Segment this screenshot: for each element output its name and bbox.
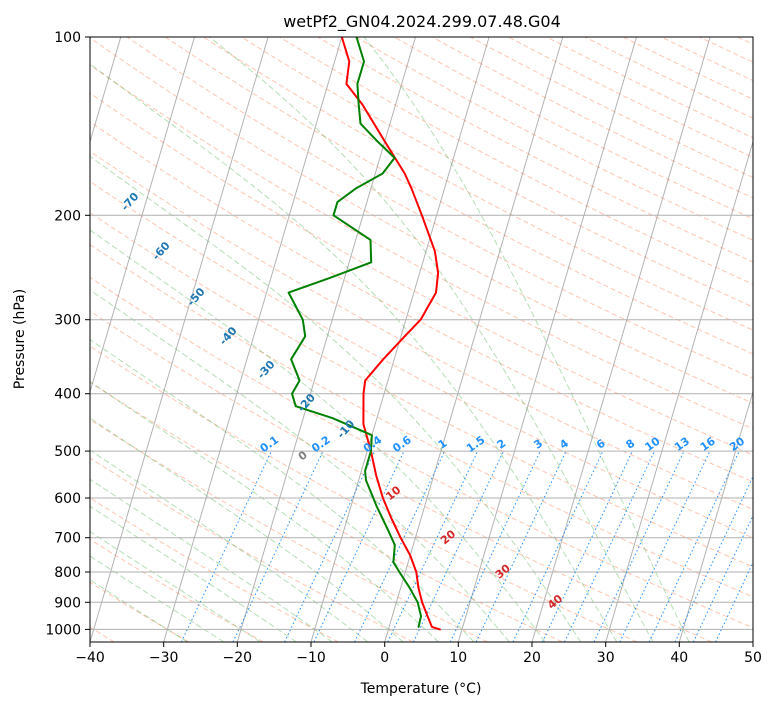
x-tick-label: 50 [744, 650, 762, 666]
dry-adiabat-line [90, 310, 712, 642]
moist-adiabat-line [90, 63, 618, 642]
dry-adiabat-line [90, 180, 753, 539]
dry-adiabat-line [90, 37, 753, 404]
isotherm-line [310, 37, 490, 642]
dry-adiabat-line [355, 37, 753, 241]
dry-adiabat-line [90, 457, 414, 642]
isobar-grid [90, 37, 753, 642]
moist-adiabat-line [90, 338, 475, 642]
dry-adiabat-line [90, 243, 753, 598]
x-tick-label: −40 [75, 650, 105, 666]
y-axis-label: Pressure (hPa) [12, 289, 28, 389]
moist-adiabat-line [90, 289, 510, 642]
dry-adiabat-line [90, 64, 753, 430]
dry-adiabat-line [90, 92, 753, 456]
isotherm-line [531, 37, 711, 642]
moist-adiabat-line [90, 229, 546, 642]
y-tick-label: 900 [54, 595, 81, 611]
dry-adiabat-line [508, 37, 753, 158]
isotherm-line [605, 139, 753, 642]
x-tick-label: 20 [523, 650, 541, 666]
y-tick-label: 100 [54, 30, 81, 46]
moist-adiabat-line [90, 505, 297, 642]
x-tick-label: −30 [149, 650, 179, 666]
moist-adiabat-line [90, 381, 439, 642]
dewpoint-line [287, 37, 422, 628]
moist-adiabat-line [90, 478, 333, 642]
x-tick-label: −10 [296, 650, 326, 666]
moist-adiabat-line [90, 155, 582, 642]
y-tick-label: 200 [54, 208, 81, 224]
dry-adiabat-line [393, 37, 753, 220]
chart-title: wetPf2_GN04.2024.299.07.48.G04 [283, 12, 561, 32]
axes: −40 −30 −20 −10 0 10 20 30 40 50 100 200 300 400 500 60… [45, 30, 762, 666]
dry-adiabat-line [90, 276, 753, 629]
isotherm-line [384, 37, 564, 642]
dry-adiabat-line [241, 37, 753, 308]
moist-adiabat-line [90, 417, 404, 642]
y-tick-label: 700 [54, 531, 81, 547]
isotherm-line [90, 37, 122, 144]
x-axis-label: Temperature (°C) [360, 681, 482, 697]
dry-adiabat-line [126, 37, 753, 379]
y-tick-label: 1000 [45, 622, 81, 638]
moist-adiabat-line [209, 37, 654, 642]
x-tick-label: 10 [449, 650, 467, 666]
dry-adiabat-line [90, 345, 638, 642]
temperature-line [340, 37, 441, 631]
y-tick-label: 600 [54, 491, 81, 507]
dry-adiabat-line [203, 37, 753, 331]
y-tick-label: 400 [54, 387, 81, 403]
dry-adiabat-line [164, 37, 753, 355]
isotherm-line [236, 37, 416, 642]
moist-adiabat-line [90, 530, 261, 642]
dry-adiabat-line [90, 381, 563, 642]
dry-adiabat-line [90, 121, 753, 483]
isotherm-line [90, 37, 269, 642]
isotherm-line [90, 37, 195, 394]
moist-adiabat-line [90, 449, 369, 642]
sounding-profiles [287, 37, 441, 631]
x-tick-label: 30 [597, 650, 615, 666]
background-lines [90, 37, 753, 642]
dry-adiabat-line [90, 418, 488, 642]
isotherm-line [163, 37, 343, 642]
plot-frame [89, 36, 754, 643]
y-tick-label: 300 [54, 313, 81, 329]
x-tick-label: −20 [223, 650, 253, 666]
isotherm-line [457, 37, 637, 642]
y-tick-label: 500 [54, 444, 81, 460]
moist-adiabat-line [363, 37, 690, 642]
y-tick-label: 800 [54, 565, 81, 581]
x-tick-label: 0 [380, 650, 389, 666]
isotherm-line [678, 390, 753, 642]
x-tick-label: 40 [670, 650, 688, 666]
